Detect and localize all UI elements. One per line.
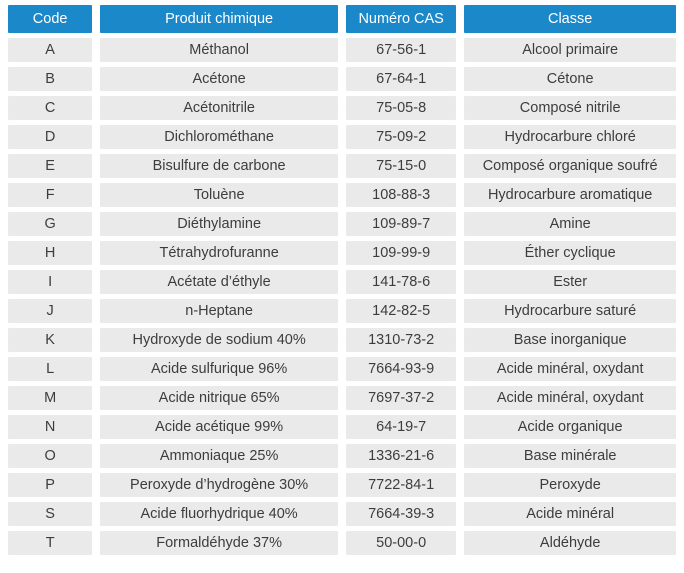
cas-cell: 75-09-2 xyxy=(345,125,457,149)
table-body: A Méthanol 67-56-1 Alcool primaire B Acé… xyxy=(8,38,676,555)
code-cell: F xyxy=(8,183,93,207)
produit-cell: Ammoniaque 25% xyxy=(100,444,338,468)
column-header-cas: Numéro CAS xyxy=(345,5,457,33)
produit-cell: Toluène xyxy=(100,183,338,207)
code-cell: M xyxy=(8,386,93,410)
cas-cell: 108-88-3 xyxy=(345,183,457,207)
cas-cell: 1336-21-6 xyxy=(345,444,457,468)
table-row: K Hydroxyde de sodium 40% 1310-73-2 Base… xyxy=(8,328,676,352)
code-cell: O xyxy=(8,444,93,468)
cas-cell: 67-56-1 xyxy=(345,38,457,62)
table-row: D Dichlorométhane 75-09-2 Hydrocarbure c… xyxy=(8,125,676,149)
classe-cell: Composé nitrile xyxy=(464,96,676,120)
produit-cell: Méthanol xyxy=(100,38,338,62)
classe-cell: Acide minéral xyxy=(464,502,676,526)
classe-cell: Amine xyxy=(464,212,676,236)
table-row: N Acide acétique 99% 64-19-7 Acide organ… xyxy=(8,415,676,439)
table-row: P Peroxyde d’hydrogène 30% 7722-84-1 Per… xyxy=(8,473,676,497)
table-row: L Acide sulfurique 96% 7664-93-9 Acide m… xyxy=(8,357,676,381)
code-cell: E xyxy=(8,154,93,178)
classe-cell: Base minérale xyxy=(464,444,676,468)
code-cell: K xyxy=(8,328,93,352)
code-cell: L xyxy=(8,357,93,381)
table-row: S Acide fluorhydrique 40% 7664-39-3 Acid… xyxy=(8,502,676,526)
classe-cell: Hydrocarbure saturé xyxy=(464,299,676,323)
produit-cell: Acétate d’éthyle xyxy=(100,270,338,294)
code-cell: J xyxy=(8,299,93,323)
chemical-products-table: Code Produit chimique Numéro CAS Classe … xyxy=(8,5,676,555)
cas-cell: 7664-93-9 xyxy=(345,357,457,381)
table-row: G Diéthylamine 109-89-7 Amine xyxy=(8,212,676,236)
produit-cell: Tétrahydrofuranne xyxy=(100,241,338,265)
produit-cell: Dichlorométhane xyxy=(100,125,338,149)
cas-cell: 1310-73-2 xyxy=(345,328,457,352)
classe-cell: Cétone xyxy=(464,67,676,91)
cas-cell: 7697-37-2 xyxy=(345,386,457,410)
produit-cell: Acide acétique 99% xyxy=(100,415,338,439)
classe-cell: Aldéhyde xyxy=(464,531,676,555)
classe-cell: Alcool primaire xyxy=(464,38,676,62)
table-row: O Ammoniaque 25% 1336-21-6 Base minérale xyxy=(8,444,676,468)
classe-cell: Éther cyclique xyxy=(464,241,676,265)
table-row: F Toluène 108-88-3 Hydrocarbure aromatiq… xyxy=(8,183,676,207)
code-cell: C xyxy=(8,96,93,120)
produit-cell: Acide fluorhydrique 40% xyxy=(100,502,338,526)
cas-cell: 142-82-5 xyxy=(345,299,457,323)
code-cell: G xyxy=(8,212,93,236)
classe-cell: Base inorganique xyxy=(464,328,676,352)
table-row: T Formaldéhyde 37% 50-00-0 Aldéhyde xyxy=(8,531,676,555)
cas-cell: 50-00-0 xyxy=(345,531,457,555)
produit-cell: n-Heptane xyxy=(100,299,338,323)
table-row: C Acétonitrile 75-05-8 Composé nitrile xyxy=(8,96,676,120)
classe-cell: Peroxyde xyxy=(464,473,676,497)
table-row: J n-Heptane 142-82-5 Hydrocarbure saturé xyxy=(8,299,676,323)
produit-cell: Acétonitrile xyxy=(100,96,338,120)
produit-cell: Hydroxyde de sodium 40% xyxy=(100,328,338,352)
code-cell: H xyxy=(8,241,93,265)
cas-cell: 7722-84-1 xyxy=(345,473,457,497)
column-header-code: Code xyxy=(8,5,93,33)
table-row: A Méthanol 67-56-1 Alcool primaire xyxy=(8,38,676,62)
code-cell: P xyxy=(8,473,93,497)
cas-cell: 64-19-7 xyxy=(345,415,457,439)
classe-cell: Composé organique soufré xyxy=(464,154,676,178)
column-header-produit: Produit chimique xyxy=(100,5,338,33)
code-cell: D xyxy=(8,125,93,149)
table-row: I Acétate d’éthyle 141-78-6 Ester xyxy=(8,270,676,294)
code-cell: I xyxy=(8,270,93,294)
cas-cell: 109-99-9 xyxy=(345,241,457,265)
code-cell: A xyxy=(8,38,93,62)
cas-cell: 75-15-0 xyxy=(345,154,457,178)
table-header: Code Produit chimique Numéro CAS Classe xyxy=(8,5,676,33)
cas-cell: 141-78-6 xyxy=(345,270,457,294)
produit-cell: Acide sulfurique 96% xyxy=(100,357,338,381)
produit-cell: Diéthylamine xyxy=(100,212,338,236)
code-cell: N xyxy=(8,415,93,439)
classe-cell: Acide organique xyxy=(464,415,676,439)
table-row: E Bisulfure de carbone 75-15-0 Composé o… xyxy=(8,154,676,178)
classe-cell: Hydrocarbure aromatique xyxy=(464,183,676,207)
classe-cell: Acide minéral, oxydant xyxy=(464,386,676,410)
produit-cell: Peroxyde d’hydrogène 30% xyxy=(100,473,338,497)
classe-cell: Ester xyxy=(464,270,676,294)
produit-cell: Bisulfure de carbone xyxy=(100,154,338,178)
header-row: Code Produit chimique Numéro CAS Classe xyxy=(8,5,676,33)
code-cell: T xyxy=(8,531,93,555)
code-cell: B xyxy=(8,67,93,91)
produit-cell: Acide nitrique 65% xyxy=(100,386,338,410)
table-row: B Acétone 67-64-1 Cétone xyxy=(8,67,676,91)
cas-cell: 67-64-1 xyxy=(345,67,457,91)
produit-cell: Acétone xyxy=(100,67,338,91)
table-row: M Acide nitrique 65% 7697-37-2 Acide min… xyxy=(8,386,676,410)
classe-cell: Hydrocarbure chloré xyxy=(464,125,676,149)
cas-cell: 109-89-7 xyxy=(345,212,457,236)
cas-cell: 7664-39-3 xyxy=(345,502,457,526)
column-header-classe: Classe xyxy=(464,5,676,33)
classe-cell: Acide minéral, oxydant xyxy=(464,357,676,381)
cas-cell: 75-05-8 xyxy=(345,96,457,120)
table-row: H Tétrahydrofuranne 109-99-9 Éther cycli… xyxy=(8,241,676,265)
code-cell: S xyxy=(8,502,93,526)
produit-cell: Formaldéhyde 37% xyxy=(100,531,338,555)
